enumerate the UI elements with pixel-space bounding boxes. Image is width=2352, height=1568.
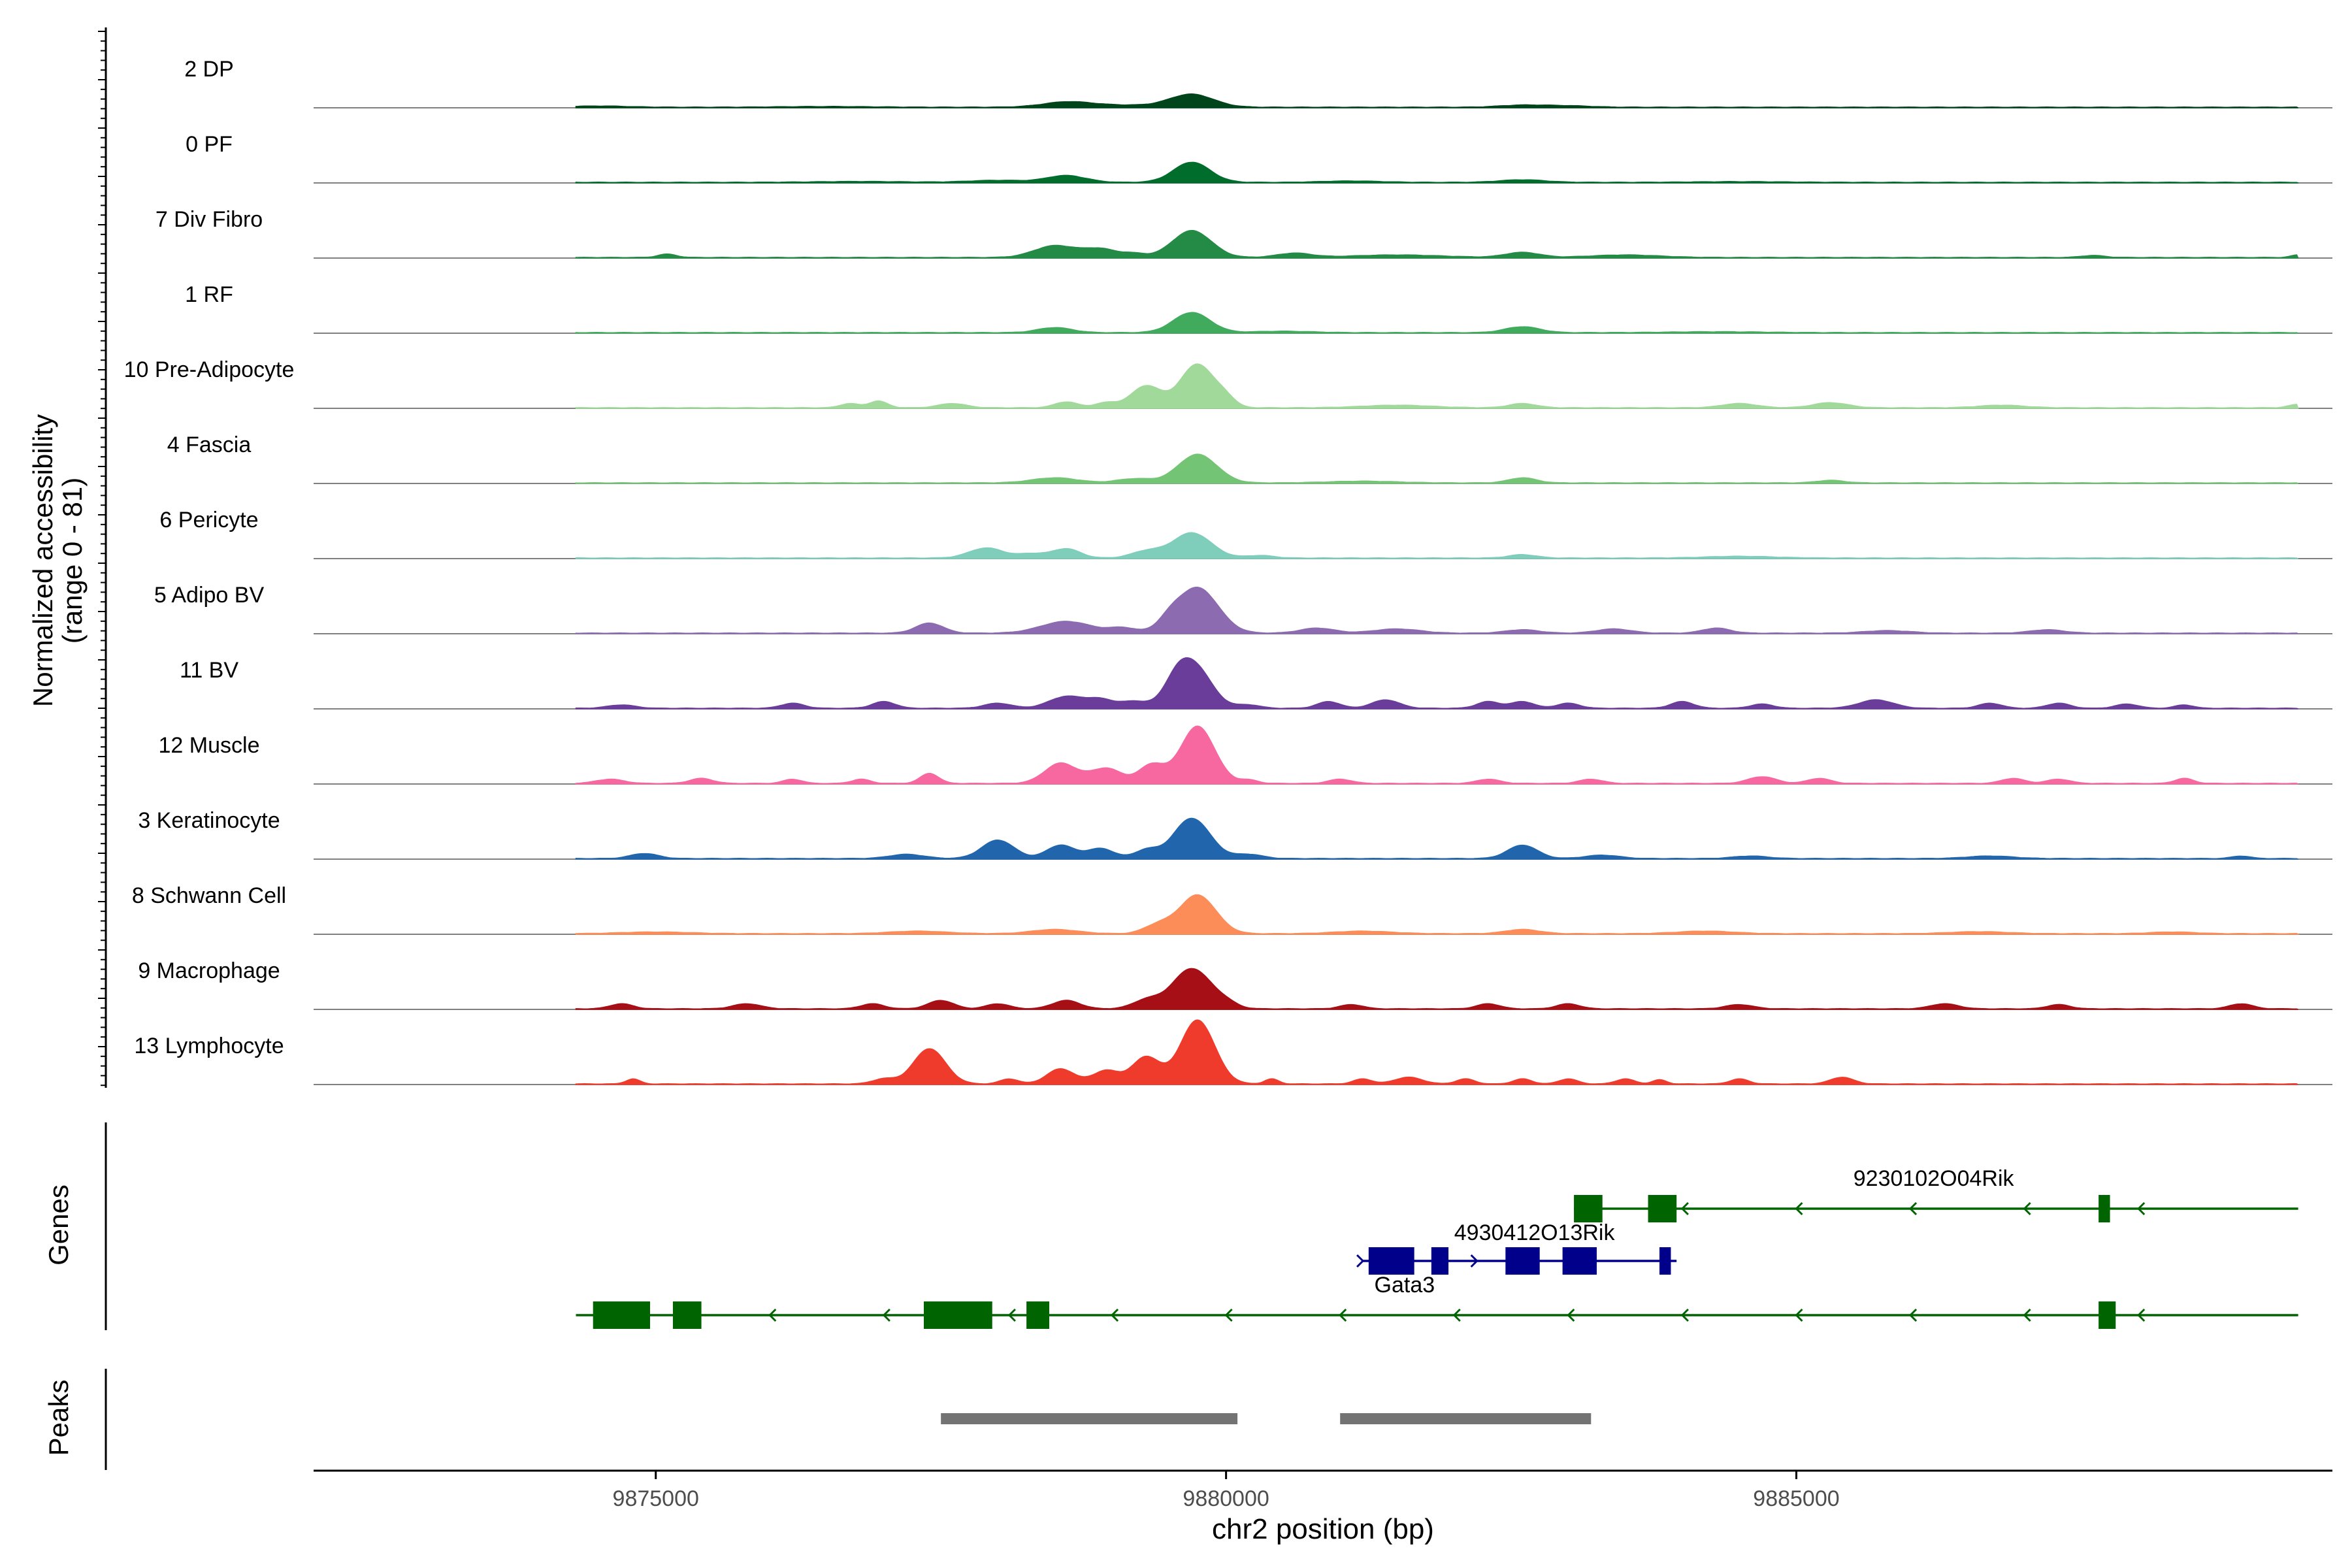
coverage-area	[575, 532, 2298, 559]
strand-arrow	[1567, 1308, 1575, 1322]
track-label: 9 Macrophage	[138, 958, 280, 983]
track-label: 12 Muscle	[159, 733, 260, 758]
track-label: 11 BV	[180, 658, 238, 683]
exon	[672, 1301, 702, 1329]
strand-arrow	[1908, 1201, 1918, 1216]
strand-arrow	[1007, 1308, 1016, 1322]
strand-arrow	[1680, 1308, 1689, 1322]
exon	[2099, 1195, 2110, 1222]
y-axis	[98, 27, 107, 1088]
gene-model-9230102o04rik	[1574, 1195, 2298, 1222]
strand-arrow	[1110, 1308, 1119, 1322]
gene-model-4930412o13rik	[576, 1301, 2298, 1329]
coverage-area	[575, 817, 2298, 860]
genes-panel: 9230102O04Rik 4930412O13Rik Gata3	[105, 1122, 2298, 1330]
exon	[593, 1301, 650, 1329]
strand-arrow	[1470, 1254, 1478, 1268]
track-5-adipo-bv: 5 Adipo BV	[154, 583, 2332, 634]
coverage-tracks: 2 DP 0 PF 7 Div Fibro 1 RF 10 Pre-Adipocyte 4…	[124, 57, 2332, 1085]
strand-arrow	[768, 1308, 777, 1322]
track-label: 6 Pericyte	[159, 508, 258, 532]
track-label: 3 Keratinocyte	[138, 808, 280, 833]
peak-region	[941, 1413, 1238, 1424]
strand-arrow	[1339, 1308, 1347, 1322]
track-6-pericyte: 6 Pericyte	[159, 508, 2332, 559]
exon	[1368, 1247, 1414, 1275]
exon	[1505, 1247, 1540, 1275]
x-axis: 9875000 9880000 9885000	[314, 1469, 2332, 1511]
x-tick-label: 9880000	[1183, 1486, 1269, 1511]
track-label: 2 DP	[184, 57, 234, 82]
coverage-area	[575, 363, 2299, 409]
track-label: 7 Div Fibro	[155, 207, 263, 232]
strand-arrow	[1795, 1201, 1803, 1216]
coverage-area	[575, 657, 2298, 710]
coverage-area	[575, 725, 2298, 785]
strand-arrow	[2023, 1308, 2031, 1322]
track-0-pf: 0 PF	[186, 132, 2332, 184]
track-label: 8 Schwann Cell	[132, 883, 286, 908]
strand-arrow	[1224, 1308, 1233, 1322]
genes-panel-label: Genes	[43, 1184, 74, 1266]
y-axis-title-line1: Normalized accessibility	[27, 414, 58, 707]
peaks-panel	[105, 1369, 1592, 1470]
track-label: 5 Adipo BV	[154, 583, 265, 608]
exon	[1431, 1247, 1449, 1275]
coverage-area	[575, 161, 2298, 184]
track-11-bv: 11 BV	[180, 657, 2332, 710]
coverage-area	[575, 312, 2298, 334]
track-9-macrophage: 9 Macrophage	[138, 958, 2332, 1010]
gene-name-label: Gata3	[1375, 1273, 1435, 1298]
track-1-rf: 1 RF	[185, 282, 2332, 334]
exon	[1648, 1195, 1677, 1222]
track-label: 1 RF	[185, 282, 233, 307]
coverage-area	[575, 93, 2298, 108]
exon	[1659, 1247, 1671, 1275]
coverage-area	[575, 894, 2300, 935]
track-4-fascia: 4 Fascia	[167, 433, 2332, 484]
track-3-keratinocyte: 3 Keratinocyte	[138, 808, 2332, 860]
x-tick-label: 9885000	[1753, 1486, 1839, 1511]
coverage-area	[575, 586, 2298, 634]
track-12-muscle: 12 Muscle	[159, 725, 2332, 785]
coverage-area	[575, 229, 2299, 259]
track-2-dp: 2 DP	[184, 57, 2332, 108]
gene-name-label: 9230102O04Rik	[1854, 1166, 2015, 1191]
strand-arrow	[2023, 1201, 2031, 1216]
strand-arrow	[1908, 1308, 1918, 1322]
track-label: 0 PF	[186, 132, 233, 157]
strand-arrow	[1452, 1308, 1461, 1322]
track-8-schwann-cell: 8 Schwann Cell	[132, 883, 2332, 935]
strand-arrow	[1795, 1308, 1803, 1322]
exon	[1026, 1301, 1050, 1329]
coverage-area	[575, 453, 2298, 484]
track-10-pre-adipocyte: 10 Pre-Adipocyte	[124, 357, 2332, 409]
exon	[2099, 1301, 2116, 1329]
track-label: 10 Pre-Adipocyte	[124, 357, 295, 382]
exon	[1574, 1195, 1603, 1222]
coverage-area	[575, 968, 2298, 1010]
strand-arrow	[2137, 1201, 2146, 1216]
gene-name-label: 4930412O13Rik	[1454, 1220, 1616, 1245]
y-axis-title-line2: (range 0 - 81)	[57, 478, 88, 644]
track-label: 13 Lymphocyte	[134, 1034, 284, 1058]
track-label: 4 Fascia	[167, 433, 252, 457]
peak-region	[1340, 1413, 1592, 1424]
x-tick-label: 9875000	[613, 1486, 699, 1511]
strand-arrow	[882, 1308, 890, 1322]
exon	[1562, 1247, 1597, 1275]
coverage-area	[575, 1019, 2298, 1085]
peaks-panel-label: Peaks	[43, 1380, 74, 1456]
strand-arrow	[1356, 1254, 1365, 1268]
exon	[923, 1301, 992, 1329]
strand-arrow	[2137, 1308, 2146, 1322]
track-7-div-fibro: 7 Div Fibro	[155, 207, 2332, 259]
strand-arrow	[1680, 1201, 1689, 1216]
gene-model-gata3	[1356, 1247, 1677, 1275]
track-13-lymphocyte: 13 Lymphocyte	[134, 1019, 2332, 1085]
x-axis-title: chr2 position (bp)	[1212, 1513, 1434, 1545]
